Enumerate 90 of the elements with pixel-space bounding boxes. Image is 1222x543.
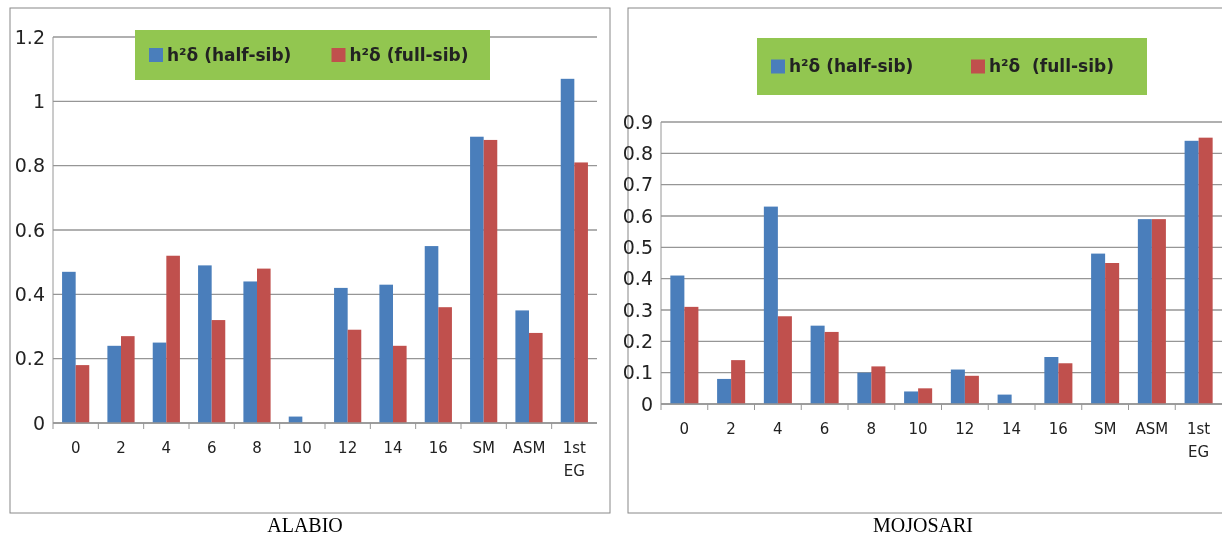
bar xyxy=(777,316,792,404)
bar xyxy=(871,366,886,404)
bar xyxy=(483,139,498,423)
bar xyxy=(166,255,180,423)
bar xyxy=(62,271,76,423)
bar xyxy=(393,345,407,423)
bar xyxy=(438,307,452,423)
y-tick-label: 0.1 xyxy=(622,361,653,384)
y-tick-label: 0.9 xyxy=(622,110,653,133)
bar xyxy=(918,388,933,404)
x-tick-label: 14 xyxy=(1002,420,1022,438)
x-axis-title: ALABIO xyxy=(267,514,343,536)
x-tick-label: ASM xyxy=(1135,420,1169,438)
bar xyxy=(670,275,685,404)
y-tick-label: 0.2 xyxy=(14,347,45,370)
x-tick-label: ASM xyxy=(512,439,546,457)
x-tick-label: 8 xyxy=(252,439,262,457)
bar xyxy=(257,268,271,423)
x-tick-label: SM xyxy=(1093,420,1117,438)
x-tick-label: 4 xyxy=(161,439,172,457)
y-tick-label: 0.7 xyxy=(622,173,653,196)
x-tick-label: 12 xyxy=(338,439,358,457)
bar xyxy=(152,342,167,423)
y-tick-label: 1.2 xyxy=(14,25,45,48)
bar xyxy=(1091,253,1106,404)
legend-label: h²δ (half-sib) xyxy=(167,44,292,65)
bar xyxy=(334,287,348,423)
bar xyxy=(574,162,588,423)
y-tick-label: 0.6 xyxy=(622,204,653,227)
x-tick-label: 1st EG xyxy=(1187,420,1211,461)
x-tick-label: 6 xyxy=(206,439,217,457)
x-tick-label: 1st EG xyxy=(562,439,587,480)
x-tick-label: 0 xyxy=(70,439,81,457)
bar xyxy=(1184,140,1199,404)
bar xyxy=(243,281,257,423)
x-tick-label: 14 xyxy=(383,439,403,457)
x-tick-label: 0 xyxy=(679,420,690,438)
bar xyxy=(950,369,965,404)
x-tick-label: 16 xyxy=(1048,420,1068,438)
bar xyxy=(1198,137,1213,404)
x-tick-label: 6 xyxy=(819,420,830,438)
x-tick-label: 2 xyxy=(116,439,126,457)
bar xyxy=(379,284,393,423)
bar xyxy=(347,329,362,423)
y-tick-label: 0.6 xyxy=(14,218,45,241)
bar xyxy=(1044,357,1059,404)
x-tick-label: 10 xyxy=(908,420,928,438)
bar xyxy=(121,336,135,423)
x-tick-label: 10 xyxy=(292,439,312,457)
bar xyxy=(515,310,529,423)
legend-label: h²δ (half-sib) xyxy=(789,56,914,77)
x-axis-title: MOJOSARI xyxy=(872,514,974,536)
bar xyxy=(1151,219,1166,404)
bar xyxy=(684,306,699,404)
bar xyxy=(107,345,121,423)
bar xyxy=(810,325,825,404)
x-tick-label: 2 xyxy=(726,420,736,438)
bar xyxy=(470,136,484,423)
bar xyxy=(560,78,575,423)
bar xyxy=(824,331,839,404)
bar xyxy=(904,391,919,404)
bar xyxy=(211,320,226,423)
bar xyxy=(857,372,872,404)
y-tick-label: 0.5 xyxy=(622,235,653,258)
y-tick-label: 0.2 xyxy=(622,329,653,352)
y-tick-label: 0.3 xyxy=(622,298,653,321)
bar xyxy=(763,206,778,404)
y-tick-label: 0.8 xyxy=(14,154,45,177)
bar xyxy=(198,265,212,423)
x-tick-label: 8 xyxy=(866,420,877,438)
bar xyxy=(1105,263,1120,404)
bar xyxy=(717,378,732,404)
bar xyxy=(731,360,746,404)
bar xyxy=(964,375,979,404)
legend-label: h²δ (full-sib) xyxy=(989,56,1114,77)
y-tick-label: 0.8 xyxy=(622,141,653,164)
y-tick-label: 0.4 xyxy=(622,267,653,290)
x-tick-label: 12 xyxy=(955,420,975,438)
y-tick-label: 0 xyxy=(640,392,653,415)
x-tick-label: 4 xyxy=(773,420,783,438)
bar xyxy=(424,246,439,423)
x-tick-label: 16 xyxy=(428,439,448,457)
legend-label: h²δ (full-sib) xyxy=(349,44,469,65)
y-tick-label: 1 xyxy=(32,89,45,112)
y-tick-label: 0.4 xyxy=(14,282,45,305)
bar xyxy=(1137,219,1152,404)
x-tick-label: SM xyxy=(472,439,495,457)
bar xyxy=(1058,363,1073,404)
bar xyxy=(75,365,90,423)
bar xyxy=(529,332,543,423)
